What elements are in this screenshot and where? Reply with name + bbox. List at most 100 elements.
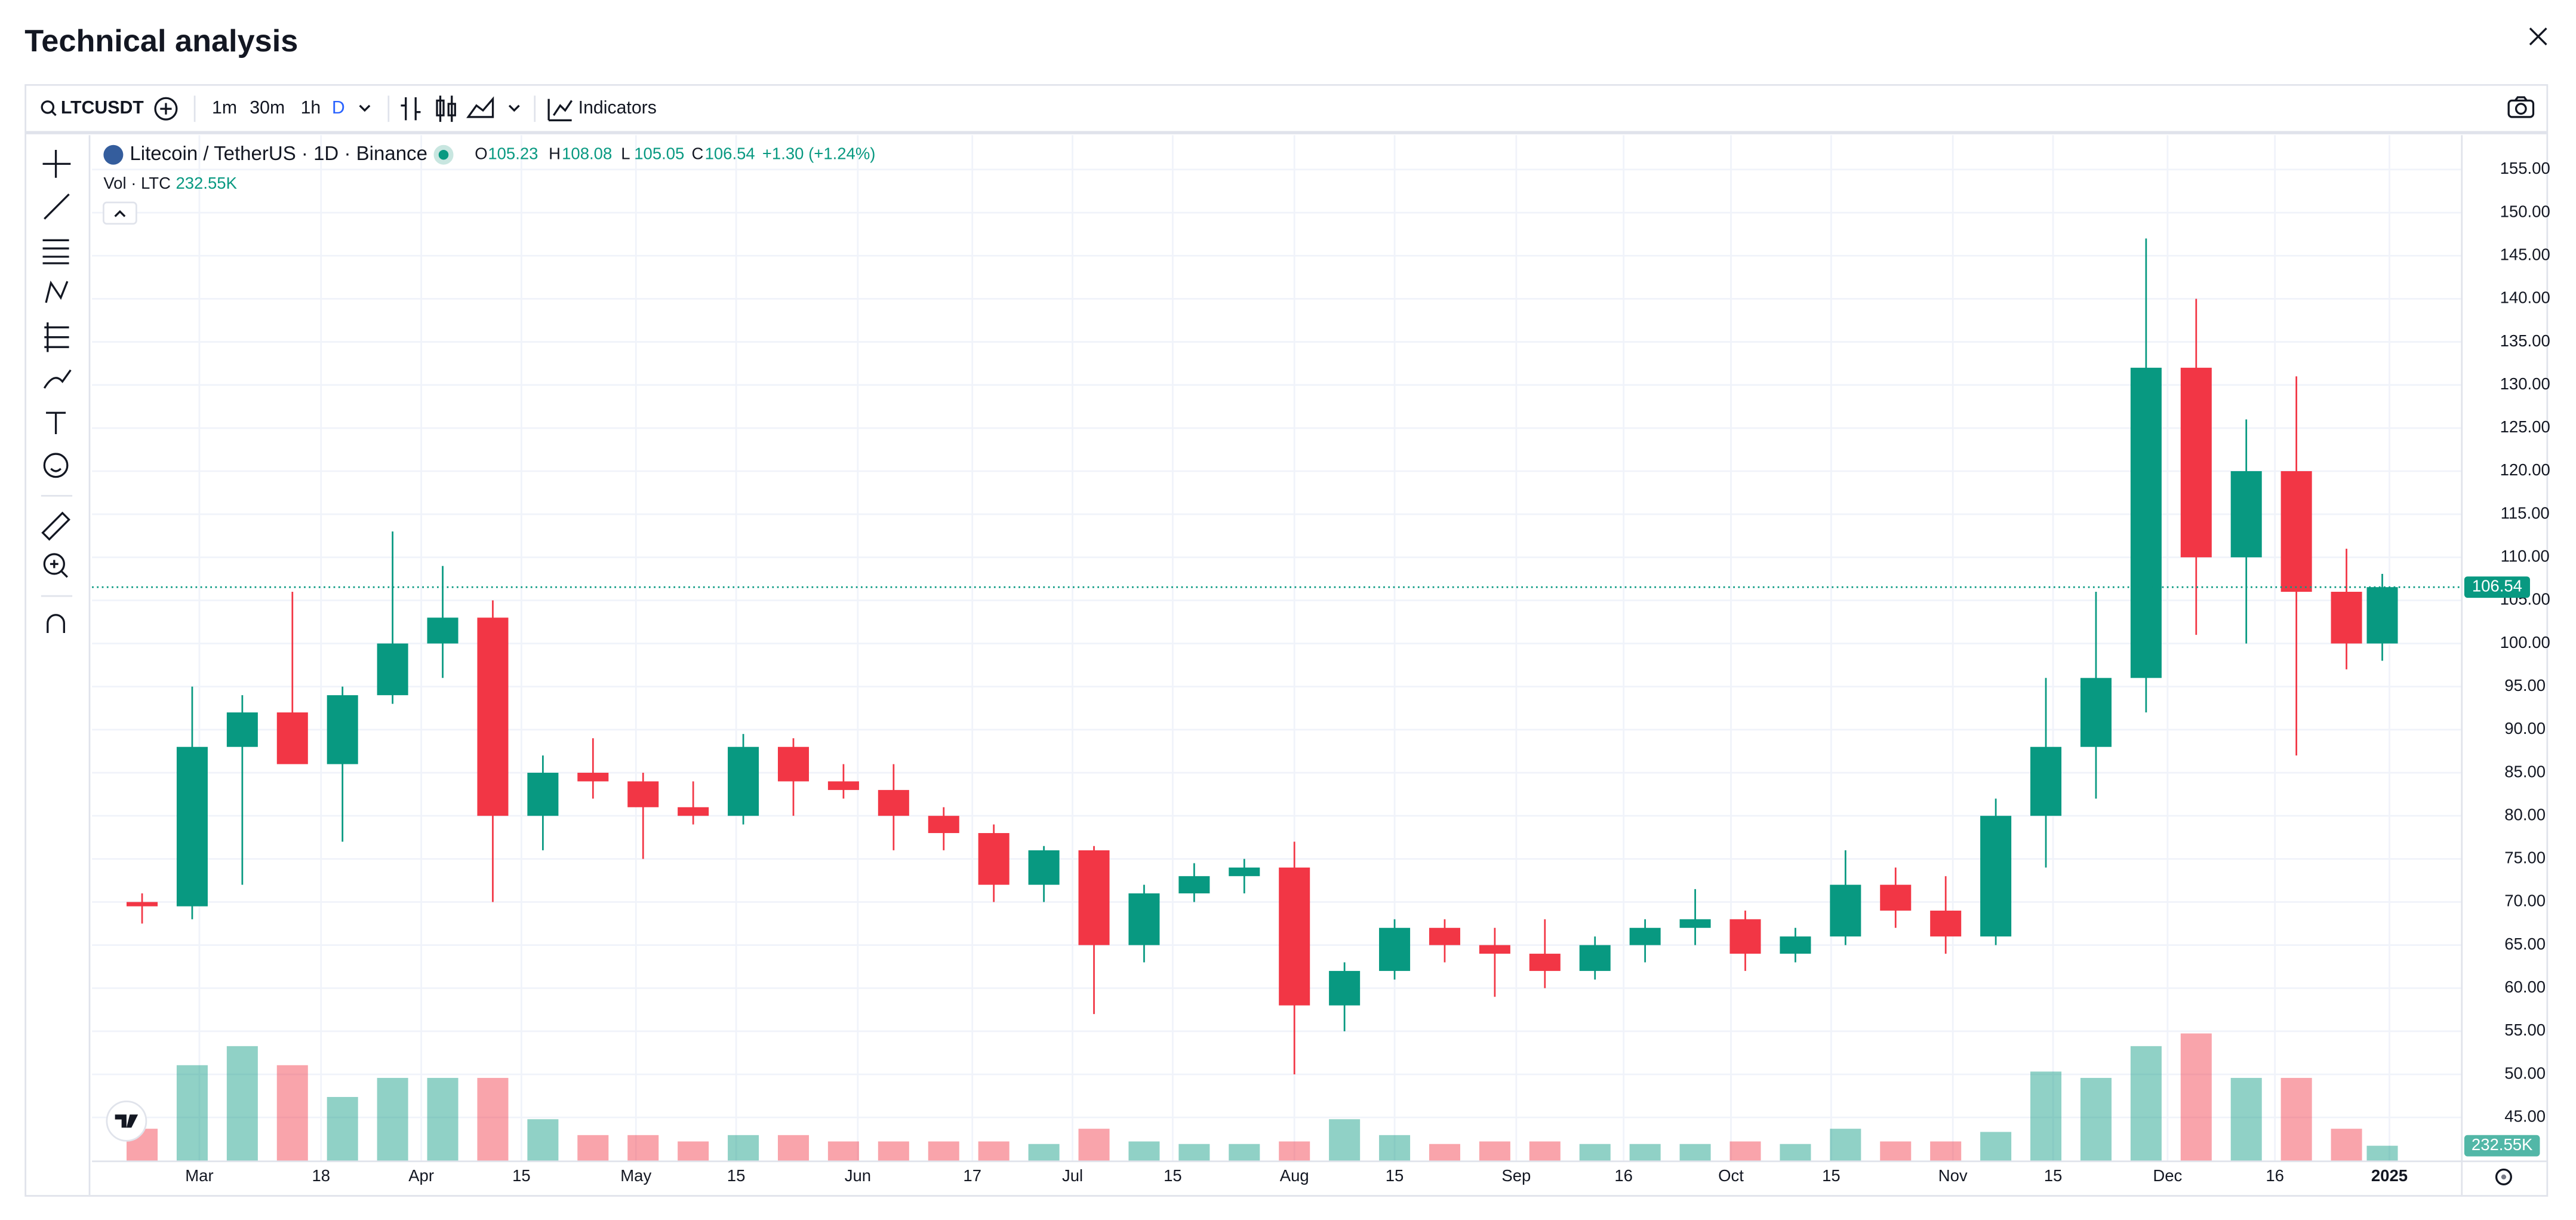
measure-tool[interactable] bbox=[41, 511, 70, 541]
style-dropdown[interactable] bbox=[508, 105, 520, 112]
candle-body bbox=[1028, 850, 1060, 885]
candle-body bbox=[1078, 850, 1110, 945]
volume-bar bbox=[928, 1141, 959, 1161]
collapse-legend-button[interactable] bbox=[102, 201, 137, 225]
search-icon[interactable] bbox=[41, 100, 57, 116]
y-tick-label: 100.00 bbox=[2500, 633, 2550, 652]
y-tick-label: 50.00 bbox=[2504, 1064, 2546, 1082]
y-tick-label: 80.00 bbox=[2504, 805, 2546, 823]
ohlc-value: 105.05 bbox=[634, 144, 684, 162]
volume-bar bbox=[1028, 1144, 1060, 1161]
volume-bar bbox=[2331, 1129, 2362, 1161]
candle-body bbox=[477, 617, 509, 816]
candle-body bbox=[978, 833, 1010, 885]
candle-body bbox=[327, 695, 358, 764]
volume-bar bbox=[678, 1141, 709, 1161]
brush-tool[interactable] bbox=[43, 369, 72, 389]
candle-body bbox=[928, 816, 959, 834]
y-tick-label: 125.00 bbox=[2500, 417, 2550, 436]
x-tick-label: Oct bbox=[1718, 1166, 1744, 1185]
interval-button[interactable]: 1m bbox=[212, 98, 237, 118]
x-tick-label: 15 bbox=[1386, 1166, 1404, 1185]
candle-body bbox=[1830, 884, 1861, 937]
y-tick-label: 55.00 bbox=[2504, 1021, 2546, 1039]
candle-body bbox=[1128, 893, 1160, 945]
volume-bar bbox=[1429, 1144, 1460, 1161]
market-status bbox=[433, 145, 454, 165]
ohlc-label: C bbox=[692, 144, 704, 162]
emoji-tool[interactable] bbox=[43, 453, 69, 478]
chart-frame bbox=[24, 84, 2549, 1197]
volume-bar bbox=[1078, 1129, 1110, 1161]
x-tick-label: 15 bbox=[512, 1166, 531, 1185]
candle-body bbox=[728, 746, 759, 816]
magnet-tool[interactable] bbox=[47, 614, 65, 634]
candle-body bbox=[1479, 945, 1510, 954]
candle-body bbox=[276, 712, 308, 764]
interval-button-active[interactable]: D bbox=[332, 98, 345, 118]
volume-axis-label: 232.55K bbox=[2472, 1135, 2533, 1154]
close-button[interactable] bbox=[2529, 27, 2547, 46]
volume-bar bbox=[1880, 1141, 1912, 1161]
volume-bar bbox=[2030, 1071, 2062, 1161]
y-tick-label: 120.00 bbox=[2500, 460, 2550, 479]
candle-body bbox=[627, 781, 659, 807]
candle-body bbox=[1178, 876, 1210, 894]
screenshot-button[interactable] bbox=[2507, 96, 2535, 118]
x-tick-label: 2025 bbox=[2371, 1166, 2408, 1185]
volume-bar bbox=[2280, 1078, 2312, 1161]
trend-line-tool[interactable] bbox=[44, 193, 70, 220]
y-tick-label: 145.00 bbox=[2500, 245, 2550, 263]
candle-body bbox=[1780, 936, 1811, 954]
y-tick-label: 75.00 bbox=[2504, 849, 2546, 867]
volume-bar bbox=[1479, 1141, 1510, 1161]
candle-style-button[interactable] bbox=[436, 96, 456, 122]
volume-bar bbox=[1529, 1141, 1561, 1161]
candle-body bbox=[2180, 367, 2212, 558]
x-tick-label: Apr bbox=[408, 1166, 434, 1185]
compare-button[interactable] bbox=[154, 97, 178, 121]
y-tick-label: 95.00 bbox=[2504, 676, 2546, 694]
symbol[interactable]: LTCUSDT bbox=[61, 98, 144, 118]
crosshair-tool[interactable] bbox=[42, 149, 71, 178]
tradingview-logo[interactable] bbox=[106, 1100, 147, 1142]
fib-tool[interactable] bbox=[42, 239, 69, 265]
projection-tool[interactable] bbox=[44, 322, 69, 352]
candle-body bbox=[427, 617, 458, 644]
interval-button[interactable]: 30m bbox=[250, 98, 285, 118]
volume-bar bbox=[477, 1078, 509, 1161]
settings-button[interactable] bbox=[2495, 1168, 2512, 1185]
volume-bar bbox=[1178, 1144, 1210, 1161]
volume-bar bbox=[1579, 1144, 1611, 1161]
candle-body bbox=[577, 773, 609, 782]
y-tick-label: 45.00 bbox=[2504, 1107, 2546, 1126]
volume-bar bbox=[827, 1141, 859, 1161]
pattern-tool[interactable] bbox=[45, 280, 69, 303]
ohlc-label: L bbox=[621, 144, 630, 162]
text-tool[interactable] bbox=[46, 411, 66, 435]
area-style-button[interactable] bbox=[466, 96, 494, 118]
candle-body bbox=[1329, 970, 1361, 1006]
candle-body bbox=[1880, 884, 1912, 911]
candle-body bbox=[2230, 471, 2262, 558]
volume-bar bbox=[1679, 1144, 1711, 1161]
volume-label: Vol · LTC bbox=[103, 174, 171, 192]
y-tick-label: 140.00 bbox=[2500, 288, 2550, 307]
x-tick-label: 15 bbox=[1164, 1166, 1182, 1185]
interval-dropdown[interactable] bbox=[359, 105, 371, 112]
indicators-icon[interactable] bbox=[547, 99, 573, 122]
volume-bar bbox=[1229, 1144, 1260, 1161]
interval-button[interactable]: 1h bbox=[301, 98, 321, 118]
last-price-badge bbox=[2464, 576, 2530, 598]
volume-bar bbox=[327, 1096, 358, 1161]
candle-body bbox=[777, 746, 810, 782]
zoom-tool[interactable] bbox=[43, 553, 68, 578]
bar-style-button[interactable] bbox=[401, 97, 421, 121]
symbol-name: Litecoin / TetherUS · 1D · Binance bbox=[130, 142, 427, 164]
x-tick-label: Nov bbox=[1938, 1166, 1968, 1185]
x-tick-label: Jul bbox=[1062, 1166, 1083, 1185]
y-tick-label: 110.00 bbox=[2501, 547, 2550, 566]
candle-body bbox=[127, 902, 158, 906]
indicators-button[interactable]: Indicators bbox=[578, 98, 657, 118]
